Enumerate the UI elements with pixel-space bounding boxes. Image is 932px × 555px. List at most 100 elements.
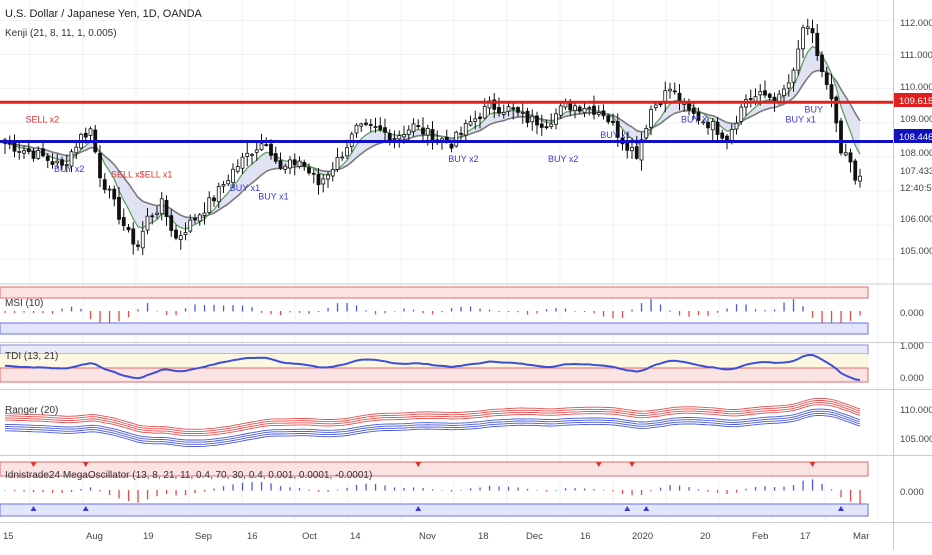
mega-bar xyxy=(678,485,681,491)
candle-down xyxy=(625,142,630,151)
mega-upper-zone xyxy=(0,461,869,477)
mega-bar xyxy=(688,487,690,491)
msi-bar xyxy=(526,311,529,315)
candle-up xyxy=(240,156,245,169)
msi-tick: 0.000 xyxy=(900,308,924,319)
x-tick: 18 xyxy=(478,531,489,542)
candle-down xyxy=(725,135,729,141)
candle-up xyxy=(55,160,60,164)
mega-bar xyxy=(469,488,472,491)
ranger-label: Ranger (20) xyxy=(5,405,58,416)
msi-bar xyxy=(175,311,177,316)
msi-bar xyxy=(460,306,462,312)
msi-bar xyxy=(203,305,206,312)
mega-bar xyxy=(450,490,453,492)
msi-bar xyxy=(317,311,320,313)
candle-down xyxy=(853,160,858,181)
msi-bar xyxy=(61,308,63,312)
mega-bar xyxy=(802,480,804,491)
candle-up xyxy=(734,122,739,130)
msi-bar xyxy=(298,311,301,313)
msi-bar xyxy=(498,311,500,313)
candle-down xyxy=(364,122,368,125)
candle-up xyxy=(202,212,207,216)
msi-bar xyxy=(365,310,367,312)
candle-up xyxy=(639,139,644,161)
candle-up xyxy=(411,123,416,133)
mega-bar xyxy=(631,490,633,496)
candle-up xyxy=(843,152,848,156)
candle-down xyxy=(544,126,549,129)
mega-bar xyxy=(498,486,500,491)
mega-buy-marker xyxy=(643,506,650,511)
ranger-band-line xyxy=(5,412,861,445)
mega-bar xyxy=(156,490,158,497)
msi-bar xyxy=(811,311,814,318)
candle-down xyxy=(459,132,463,135)
candle-up xyxy=(231,168,235,183)
mega-bar xyxy=(336,489,339,491)
mega-buy-marker xyxy=(415,506,422,511)
candle-up xyxy=(283,165,288,170)
candle-down xyxy=(278,160,283,169)
msi-bar xyxy=(422,311,424,314)
candle-down xyxy=(307,167,311,174)
candle-down xyxy=(292,159,297,166)
mega-bar xyxy=(127,490,130,501)
mega-bar xyxy=(726,490,728,494)
countdown-label: 12:40:59 xyxy=(900,183,932,194)
x-tick: 16 xyxy=(580,531,591,542)
tdi-line xyxy=(4,353,861,381)
y-tick: 112.000 xyxy=(900,18,932,29)
msi-bar xyxy=(137,309,139,312)
candle-down xyxy=(720,132,725,139)
candle-up xyxy=(710,121,715,131)
mega-panel xyxy=(0,461,869,517)
msi-bar xyxy=(4,311,6,313)
tdi-panel xyxy=(0,344,869,383)
candle-up xyxy=(520,111,525,114)
candle-down xyxy=(634,146,639,159)
mega-bar xyxy=(593,489,595,491)
candle-down xyxy=(824,72,829,85)
candle-down xyxy=(193,218,197,221)
candle-up xyxy=(330,168,335,177)
mega-buy-marker xyxy=(30,506,37,511)
candle-up xyxy=(373,126,378,129)
candle-down xyxy=(169,215,174,231)
msi-bar xyxy=(127,311,130,318)
msi-bar xyxy=(289,311,291,313)
msi-bars xyxy=(4,299,861,324)
candle-down xyxy=(601,110,606,117)
candle-down xyxy=(112,188,117,200)
candle-up xyxy=(582,107,587,114)
msi-bar xyxy=(184,308,187,312)
candle-up xyxy=(235,166,240,172)
candle-up xyxy=(858,175,862,182)
mega-bar xyxy=(564,488,567,491)
candle-down xyxy=(820,54,824,73)
mega-bar xyxy=(270,483,272,491)
mega-lower-zone xyxy=(0,503,869,517)
msi-bar xyxy=(108,311,111,324)
mega-bar xyxy=(194,490,196,494)
mega-bar xyxy=(431,489,434,491)
mega-bar xyxy=(51,490,54,493)
candle-down xyxy=(316,173,321,186)
y-tick: 110.000 xyxy=(900,82,932,93)
candle-down xyxy=(60,159,64,166)
msi-bar xyxy=(669,310,671,312)
candle-up xyxy=(188,219,193,232)
msi-bar xyxy=(118,311,120,322)
msi-bar xyxy=(602,311,605,317)
msi-bar xyxy=(251,307,253,312)
msi-bar xyxy=(849,311,852,321)
candle-down xyxy=(834,96,839,124)
x-tick: 2020 xyxy=(632,531,653,542)
x-tick: Feb xyxy=(752,531,768,542)
candle-up xyxy=(74,146,79,154)
msi-panel xyxy=(0,286,869,335)
candle-down xyxy=(45,155,50,161)
ranger-tick-bottom: 105.000 xyxy=(900,434,932,445)
msi-bar xyxy=(355,305,358,312)
